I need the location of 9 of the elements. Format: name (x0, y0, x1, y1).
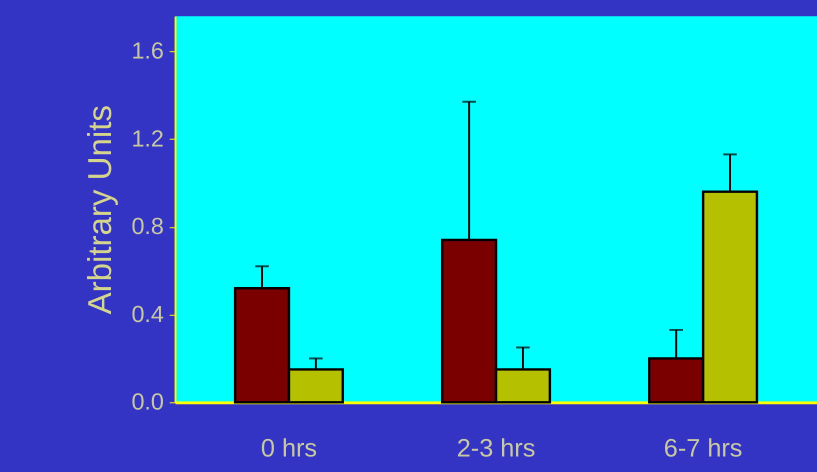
x-tick-label: 6-7 hrs (664, 434, 742, 462)
y-tick-label: 1.2 (131, 125, 164, 152)
y-tick-label: 1.6 (131, 38, 164, 64)
y-tick-label: 0.4 (131, 300, 164, 327)
x-tick-label: 2-3 hrs (456, 434, 536, 462)
y-axis-title: Arbitrary Units (82, 105, 120, 314)
y-tick-label: 0.0 (131, 388, 164, 415)
y-tick-label: 0.8 (131, 213, 164, 240)
x-tick-label: 0 hrs (260, 434, 318, 462)
